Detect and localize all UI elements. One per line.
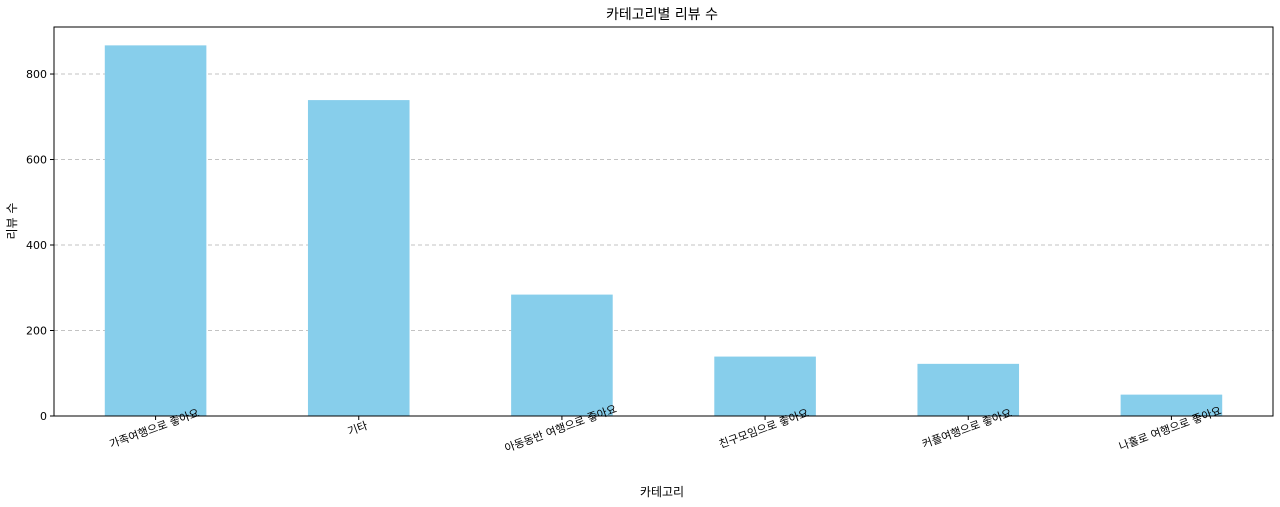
bar (917, 363, 1020, 416)
x-tick-label: 기타 (346, 419, 369, 438)
y-axis-label: 리뷰 수 (5, 203, 19, 240)
grid-lines (54, 73, 1273, 331)
bar (511, 294, 613, 416)
bars (104, 45, 1223, 416)
bar (1120, 394, 1223, 416)
y-tick-label: 200 (26, 325, 47, 338)
x-axis: 가족여행으로 좋아요 기타 아동동반 여행으로 좋아요 친구모임으로 좋아요 커플여행으… (108, 402, 1224, 455)
x-axis-label: 카테고리 (640, 485, 684, 499)
y-axis: 0 200 400 600 800 (26, 68, 54, 423)
bar (714, 356, 816, 416)
y-tick-label: 0 (40, 410, 47, 423)
y-tick-label: 600 (26, 154, 47, 167)
plot-frame (53, 26, 1274, 417)
y-tick-label: 400 (26, 239, 47, 252)
bar (307, 100, 410, 416)
chart-title: 카테고리별 리뷰 수 (606, 7, 718, 23)
bar (104, 45, 207, 416)
y-tick-label: 800 (26, 68, 47, 81)
